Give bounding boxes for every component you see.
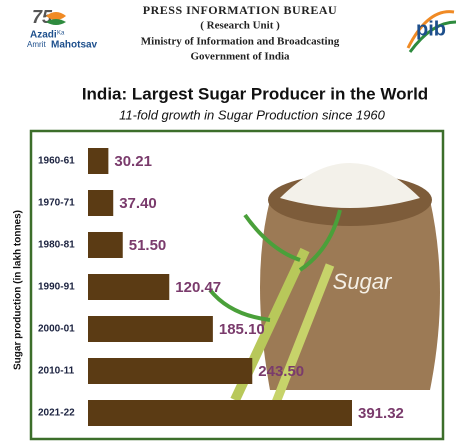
- logo-flag: [46, 12, 66, 20]
- pib-logo: [406, 10, 455, 49]
- sack-label: Sugar: [333, 269, 393, 294]
- cane: [270, 263, 335, 407]
- value-label: 185.10: [219, 321, 265, 338]
- value-label: 30.21: [114, 153, 152, 170]
- bar: [88, 316, 213, 342]
- unit: ( Research Unit ): [200, 20, 280, 32]
- category-label: 2010-11: [38, 366, 75, 377]
- chart-title: India: Largest Sugar Producer in the Wor…: [82, 84, 428, 103]
- logo-text: Ka: [57, 31, 65, 37]
- category-label: 2000-01: [38, 324, 75, 335]
- value-label: 243.50: [258, 363, 304, 380]
- value-label: 51.50: [129, 237, 167, 254]
- sugar-pile: [280, 163, 420, 208]
- category-label: 1960-61: [38, 156, 75, 167]
- bar: [88, 274, 170, 300]
- bar: [88, 148, 109, 174]
- category-label: 1990-91: [38, 282, 75, 293]
- logo-flag: [46, 19, 66, 25]
- category-label: 2021-22: [38, 408, 75, 419]
- pib-logo: [408, 20, 457, 53]
- value-label: 391.32: [358, 405, 404, 422]
- logo-text: Amrit: [27, 40, 46, 49]
- value-label: 37.40: [119, 195, 157, 212]
- y-axis-label: Sugar production (in lakh tonnes): [13, 210, 24, 370]
- bar: [88, 400, 352, 426]
- chart-subtitle: 11-fold growth in Sugar Production since…: [119, 107, 385, 122]
- bar: [88, 358, 253, 384]
- sack: [260, 200, 440, 390]
- bar: [88, 190, 114, 216]
- government: Government of India: [191, 51, 291, 63]
- cane-leaf: [208, 209, 342, 322]
- pib-text: pib: [416, 18, 446, 40]
- bar: [88, 232, 123, 258]
- logo-text: Azadi: [30, 30, 57, 41]
- category-label: 1970-71: [38, 198, 75, 209]
- category-label: 1980-81: [38, 240, 75, 251]
- bureau: PRESS INFORMATION BUREAU: [143, 3, 337, 17]
- ministry: Ministry of Information and Broadcasting: [141, 36, 340, 48]
- logo-text: Mahotsav: [51, 40, 98, 51]
- value-label: 120.47: [175, 279, 221, 296]
- illustration: [208, 163, 440, 407]
